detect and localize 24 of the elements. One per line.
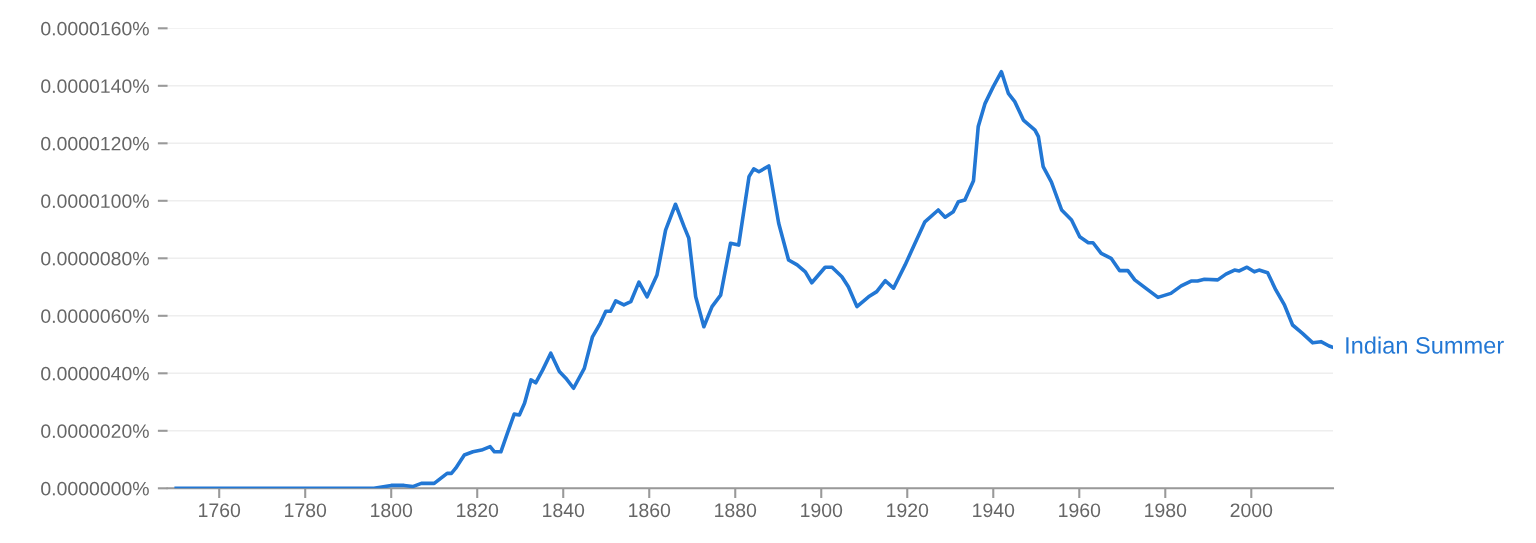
x-tick-label: 1840 bbox=[543, 503, 585, 518]
x-tick-label: 1780 bbox=[285, 503, 327, 518]
y-tick-label: 0.0000040% bbox=[41, 366, 149, 381]
x-tick-label: 1800 bbox=[371, 503, 413, 518]
x-tick-label: 1980 bbox=[1145, 503, 1187, 518]
series-label: Indian Summer bbox=[1346, 336, 1504, 354]
line-series bbox=[174, 69, 1333, 489]
x-tick-label: 1760 bbox=[199, 503, 241, 518]
y-tick-label: 0.0000140% bbox=[41, 79, 149, 94]
x-tick-label: 1900 bbox=[801, 503, 843, 518]
x-tick-label: 1960 bbox=[1059, 503, 1101, 518]
x-tick-label: 1920 bbox=[887, 503, 929, 518]
x-tick-label: 1820 bbox=[457, 503, 499, 518]
y-tick-label: 0.0000000% bbox=[41, 481, 149, 496]
y-tick-label: 0.0000160% bbox=[41, 21, 149, 36]
y-tick-label: 0.0000080% bbox=[41, 251, 149, 266]
x-tick-label: 1880 bbox=[715, 503, 757, 518]
x-tick-label: 2000 bbox=[1230, 503, 1273, 518]
x-tick-label: 1940 bbox=[973, 503, 1015, 518]
y-tick-label: 0.0000020% bbox=[41, 424, 149, 439]
y-tick-label: 0.0000120% bbox=[41, 136, 149, 151]
y-tick-label: 0.0000060% bbox=[41, 309, 149, 324]
x-tick-label: 1860 bbox=[629, 503, 671, 518]
y-tick-label: 0.0000100% bbox=[41, 194, 149, 209]
